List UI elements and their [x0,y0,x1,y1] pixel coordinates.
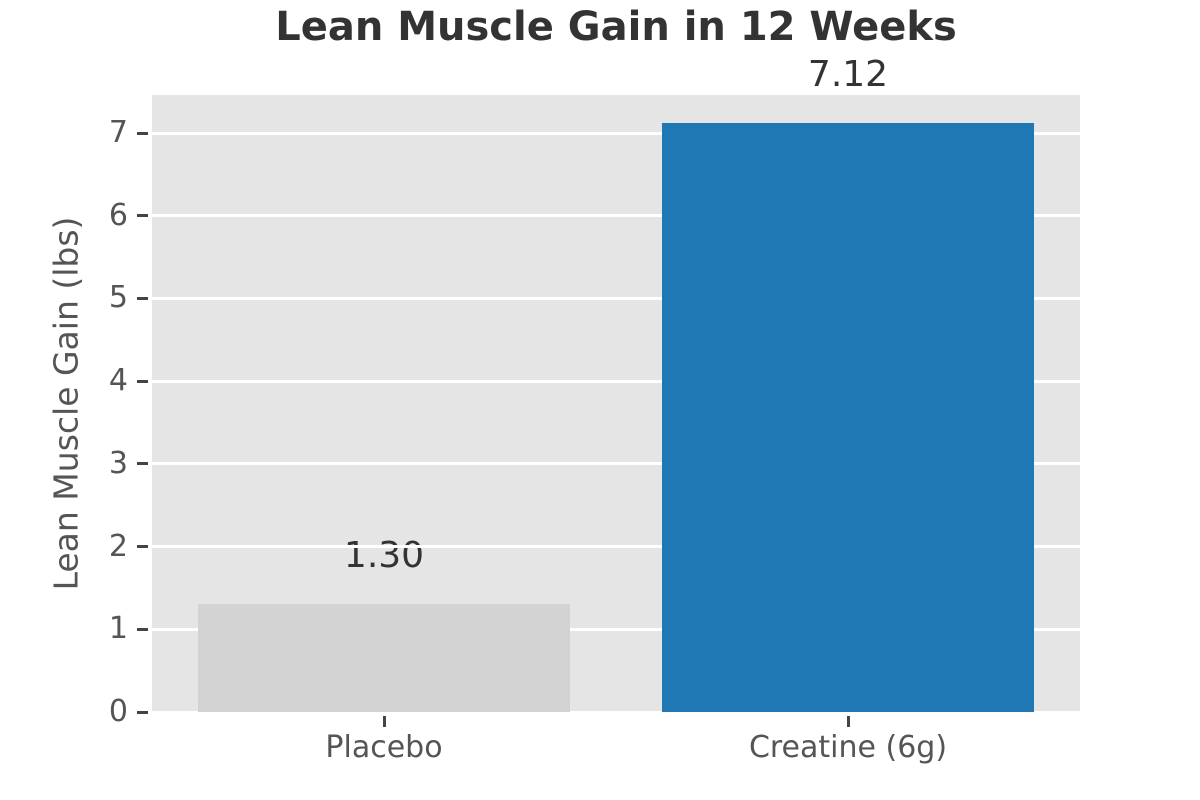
y-tick-label: 7 [108,115,128,151]
x-tick-mark [846,716,850,727]
x-tick-label-placebo: Placebo [325,730,443,765]
plot-area [152,95,1080,714]
bar-value-label-placebo: 1.30 [343,535,425,577]
gridline [152,462,1080,466]
gridline [152,545,1080,549]
gridline [152,131,1080,135]
x-tick-label-creatine-6g: Creatine (6g) [748,730,948,765]
y-tick-label: 3 [108,445,128,481]
bar-creatine-6g [662,123,1034,712]
gridline [152,214,1080,218]
y-tick-mark [137,545,148,549]
y-tick-mark [137,131,148,135]
gridline [152,627,1080,631]
y-tick-mark [137,214,148,218]
y-tick-label: 2 [108,528,128,564]
y-tick-mark [137,627,148,631]
y-tick-mark [137,462,148,466]
y-tick-label: 4 [108,363,128,399]
chart-title: Lean Muscle Gain in 12 Weeks [275,4,957,50]
y-tick-mark [137,710,148,714]
y-tick-label: 1 [108,611,128,647]
y-tick-label: 0 [108,694,128,729]
bar-value-label-creatine-6g: 7.12 [807,54,889,96]
gridline [152,379,1080,383]
bar-placebo [198,604,570,712]
y-tick-mark [137,379,148,383]
y-tick-label: 5 [108,280,128,316]
y-tick-mark [137,296,148,300]
gridline [152,296,1080,300]
y-tick-label: 6 [108,197,128,233]
gridline [152,710,1080,714]
x-tick-mark [382,716,386,727]
